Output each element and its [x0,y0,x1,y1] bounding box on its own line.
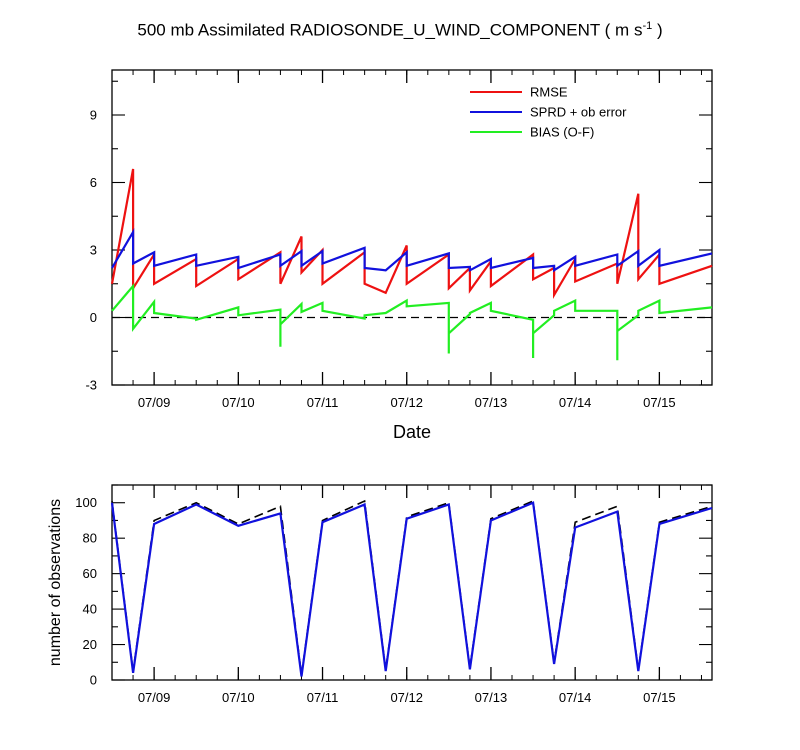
top-panel-rmse-sprd-bias: 07/09 07/10 07/11 07/12 07/13 07/14 07/15 -3 0 3 6… [85,69,713,442]
top-y-tick-label: 0 [90,310,97,325]
legend-label-rmse: RMSE [530,85,568,100]
legend-label-sprd-ob-error: SPRD + ob error [530,105,627,120]
figure-title: 500 mb Assimilated RADIOSONDE_U_WIND_COM… [0,20,800,41]
top-y-tick-label: -3 [85,378,97,393]
bottom-y-tick-label: 100 [75,495,97,510]
bottom-x-tick-label: 07/09 [138,690,171,705]
title-exponent: -1 [642,20,653,32]
bottom-y-axis-label: number of observations [47,499,64,666]
bottom-y-tick-label: 20 [83,637,97,652]
top-x-tick-label: 07/14 [559,395,592,410]
bottom-x-tick-label: 07/13 [475,690,508,705]
bottom-panel-observation-count: 07/09 07/10 07/11 07/12 07/13 07/14 07/15 0 20 40… [47,484,713,705]
top-x-tick-label: 07/11 [307,395,339,410]
bottom-plot-frame [111,484,713,681]
top-y-tick-label: 9 [90,108,97,123]
top-x-axis-label: Date [393,422,431,442]
bottom-x-tick-label: 07/12 [390,690,423,705]
top-x-tick-label: 07/09 [138,395,171,410]
top-y-tick-label: 3 [90,243,97,258]
bottom-y-tick-label: 0 [90,673,97,688]
top-x-tick-label: 07/12 [390,395,423,410]
legend-label-bias-o-f: BIAS (O-F) [530,125,594,140]
bottom-y-tick-label: 60 [83,566,97,581]
series-sprd-ob-error-line [111,227,713,273]
top-plot-frame [111,69,713,386]
bottom-y-tick-label: 40 [83,602,97,617]
bottom-y-tick-label: 80 [83,531,97,546]
bottom-x-tick-label: 07/11 [307,690,339,705]
series-bias-o-f-line [111,283,713,361]
bottom-x-tick-label: 07/10 [222,690,255,705]
title-prefix: 500 mb Assimilated RADIOSONDE_U_WIND_COM… [137,20,643,40]
top-x-tick-label: 07/15 [643,395,676,410]
title-suffix: ) [652,20,663,40]
top-x-tick-label: 07/10 [222,395,255,410]
bottom-x-tick-label: 07/15 [643,690,676,705]
top-x-tick-label: 07/13 [475,395,508,410]
top-y-tick-label: 6 [90,175,97,190]
series-possible-obs-dashed-line [111,499,713,675]
series-assimilated-obs-line [110,501,713,677]
series-rmse-line [110,168,713,300]
bottom-x-tick-label: 07/14 [559,690,592,705]
